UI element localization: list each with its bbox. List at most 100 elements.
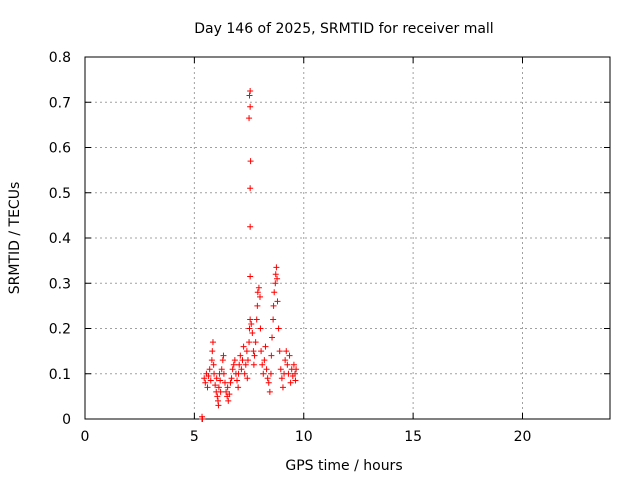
data-point — [274, 275, 281, 282]
data-point — [283, 348, 290, 355]
data-point — [285, 370, 292, 377]
data-point — [242, 361, 249, 368]
data-point — [210, 361, 217, 368]
data-point — [247, 87, 254, 94]
data-point — [215, 402, 222, 409]
data-point — [225, 397, 232, 404]
data-point — [199, 416, 206, 422]
data-point — [220, 352, 227, 359]
data-point — [247, 223, 254, 230]
plot-border — [84, 56, 611, 420]
data-point — [234, 377, 241, 384]
data-point — [262, 343, 269, 350]
y-tick-label: 0.3 — [49, 276, 71, 292]
data-point — [260, 370, 267, 377]
data-point — [224, 384, 231, 391]
data-point — [206, 366, 213, 373]
data-point — [222, 379, 228, 386]
data-point — [227, 379, 234, 386]
data-point — [292, 370, 298, 377]
data-point — [246, 325, 253, 332]
data-point — [247, 158, 254, 165]
data-point — [287, 379, 294, 386]
data-point — [263, 366, 270, 373]
data-point — [207, 377, 214, 384]
data-point — [226, 391, 233, 398]
data-points — [199, 87, 300, 422]
data-point — [257, 325, 264, 332]
data-point — [247, 185, 254, 192]
data-point — [292, 377, 299, 384]
data-point — [205, 373, 212, 380]
x-tick-label: 10 — [295, 429, 313, 445]
grid-lines — [85, 57, 610, 419]
y-tick-label: 0.7 — [49, 95, 71, 111]
data-point — [204, 384, 211, 391]
data-point — [258, 348, 265, 355]
data-point — [248, 320, 255, 327]
y-tick-label: 0.5 — [49, 186, 71, 202]
data-point — [235, 370, 242, 377]
data-point — [282, 357, 289, 364]
x-tick-label: 20 — [514, 429, 532, 445]
data-point — [270, 302, 277, 309]
data-point — [201, 375, 208, 382]
data-point — [273, 264, 280, 271]
data-point — [229, 366, 236, 373]
data-point — [247, 316, 254, 323]
data-point — [253, 316, 260, 323]
data-point — [236, 361, 243, 368]
data-point — [202, 379, 209, 386]
data-point — [276, 348, 283, 355]
data-point — [272, 271, 279, 278]
data-point — [268, 352, 275, 359]
y-tick-label: 0.1 — [49, 367, 71, 383]
data-point — [272, 280, 279, 287]
data-point — [237, 352, 244, 359]
data-point — [246, 92, 253, 99]
data-point — [246, 339, 253, 346]
data-point — [290, 361, 297, 368]
data-point — [277, 366, 284, 373]
y-tick-label: 0 — [62, 412, 71, 428]
data-point — [265, 379, 272, 386]
data-point — [275, 325, 282, 332]
data-point — [257, 293, 263, 300]
x-tick-labels: 0 5 10 15 20 — [81, 429, 532, 445]
data-point — [243, 348, 250, 355]
data-point — [250, 348, 257, 355]
data-point — [270, 316, 277, 323]
data-point — [279, 384, 286, 391]
data-point — [250, 361, 257, 368]
data-point — [271, 289, 278, 296]
data-point — [218, 366, 225, 373]
data-point — [247, 103, 254, 110]
data-point — [209, 348, 216, 355]
data-point — [244, 375, 251, 382]
data-point — [228, 375, 235, 382]
data-point — [254, 289, 261, 296]
x-axis-label: GPS time / hours — [285, 458, 402, 474]
data-point — [293, 366, 300, 373]
data-point — [238, 366, 245, 373]
x-tick-label: 5 — [190, 429, 199, 445]
data-point — [255, 284, 262, 291]
data-point — [208, 357, 215, 364]
data-point — [254, 302, 261, 309]
data-point — [217, 388, 224, 395]
y-axis-label: SRMTID / TECUs — [7, 182, 23, 295]
data-point — [244, 357, 251, 364]
y-tick-label: 0.6 — [49, 141, 71, 157]
y-tick-label: 0.8 — [49, 50, 71, 66]
data-point — [220, 370, 227, 377]
data-point — [269, 334, 276, 341]
data-point — [266, 388, 273, 395]
data-point — [251, 352, 258, 359]
data-point — [267, 370, 274, 377]
data-point — [274, 298, 281, 305]
data-point — [261, 357, 268, 364]
data-point — [278, 375, 285, 382]
data-point — [219, 357, 226, 364]
data-point — [212, 382, 219, 389]
chart-title: Day 146 of 2025, SRMTID for receiver mal… — [194, 21, 493, 37]
